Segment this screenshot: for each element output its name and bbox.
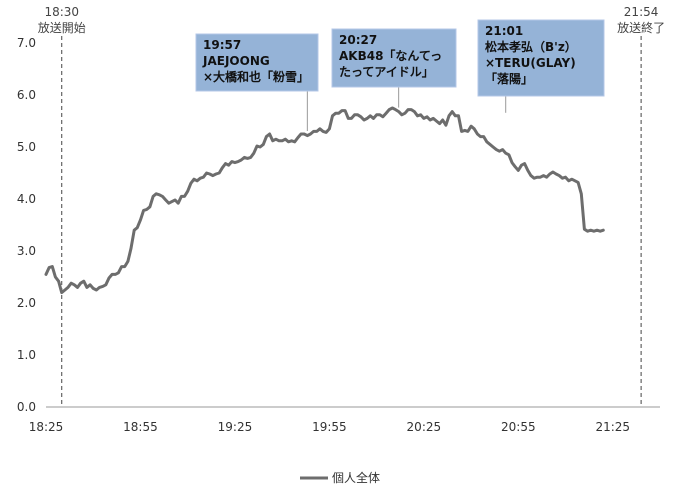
annotation-box <box>477 19 605 97</box>
x-tick-label: 19:55 <box>312 420 347 434</box>
x-tick-label: 18:55 <box>123 420 158 434</box>
data-point <box>624 0 627 2</box>
y-tick-label: 5.0 <box>17 140 36 154</box>
marker-text-label: 放送終了 <box>617 20 665 35</box>
series-line <box>44 106 605 295</box>
series-layer <box>44 0 662 295</box>
data-point <box>627 0 630 2</box>
data-point <box>630 0 633 2</box>
annotation-text: 松本孝弘（B'z） <box>485 39 577 54</box>
data-point <box>659 0 662 2</box>
annotation-text: 「落陽」 <box>485 71 533 86</box>
annotation-text: 20:27 <box>339 33 377 47</box>
data-point <box>637 0 640 2</box>
y-tick-label: 3.0 <box>17 244 36 258</box>
data-point <box>652 0 655 2</box>
x-tick-label: 20:25 <box>407 420 442 434</box>
y-tick-label: 7.0 <box>17 36 36 50</box>
x-tick-label: 19:25 <box>218 420 253 434</box>
y-tick-label: 6.0 <box>17 88 36 102</box>
annotation-text: 19:57 <box>203 38 241 52</box>
data-point <box>621 0 624 2</box>
annotation-text: たってアイドル」 <box>339 65 434 79</box>
data-point <box>605 0 608 2</box>
x-tick-label: 18:25 <box>29 420 64 434</box>
annotation-leaders <box>306 87 507 131</box>
marker-time-label: 18:30 <box>44 5 79 19</box>
y-tick-label: 1.0 <box>17 348 36 362</box>
data-point <box>655 0 658 2</box>
y-tick-label: 0.0 <box>17 400 36 414</box>
legend-label: 個人全体 <box>332 470 380 485</box>
x-tick-label: 20:55 <box>501 420 536 434</box>
annotation-text: ×大橋和也「粉雪」 <box>203 69 309 84</box>
y-tick-label: 4.0 <box>17 192 36 206</box>
annotation-box <box>331 28 457 88</box>
data-point <box>614 0 617 2</box>
data-point <box>643 0 646 2</box>
data-point <box>618 0 621 2</box>
y-axis-ticks: 0.0 1.0 2.0 3.0 4.0 5.0 6.0 7.0 <box>17 36 36 414</box>
marker-time-label: 21:54 <box>624 5 659 19</box>
data-point <box>611 0 614 2</box>
marker-text-label: 放送開始 <box>38 20 86 35</box>
data-point <box>608 0 611 2</box>
annotation-text: 21:01 <box>485 24 523 38</box>
data-point <box>633 0 636 2</box>
annotation-text: AKB48「なんてっ <box>339 48 442 63</box>
x-tick-label: 21:25 <box>595 420 630 434</box>
annotation-text: JAEJOONG <box>202 54 270 68</box>
data-point <box>649 0 652 2</box>
annotation-box <box>195 33 319 92</box>
data-point <box>646 0 649 2</box>
data-point <box>640 0 643 2</box>
legend: 個人全体 <box>300 470 380 485</box>
y-tick-label: 2.0 <box>17 296 36 310</box>
annotations: 19:57 JAEJOONG×大橋和也「粉雪」 20:27AKB48「なんてったって… <box>195 19 605 97</box>
annotation-text: ×TERU(GLAY) <box>485 56 576 70</box>
